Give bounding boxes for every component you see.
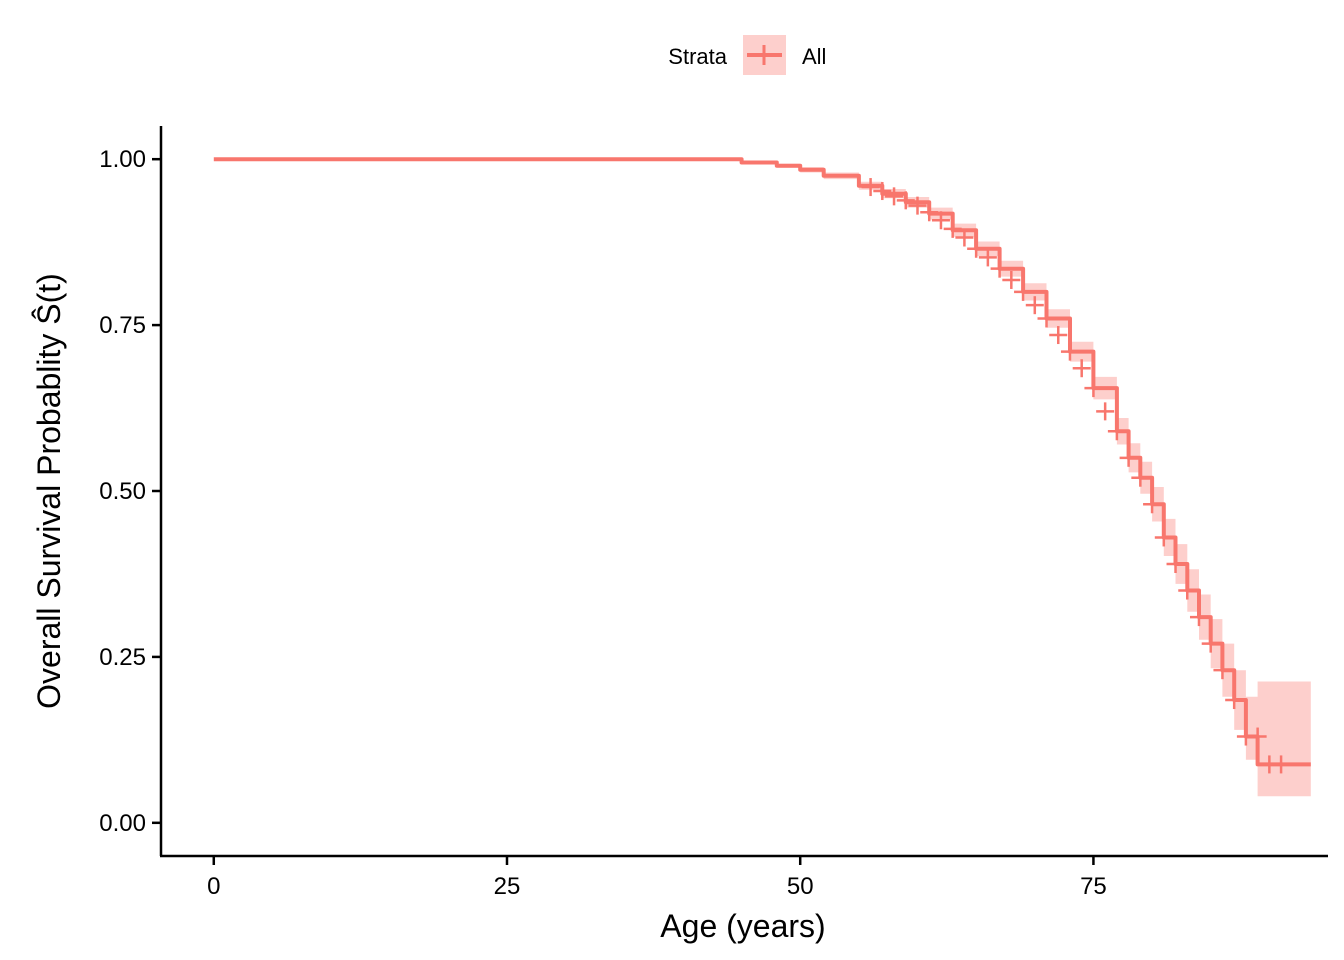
y-tick-label: 0.00 (99, 810, 146, 837)
censor-mark (1072, 359, 1091, 378)
censor-mark (1107, 422, 1126, 441)
censor-mark (1225, 691, 1244, 710)
x-axis-ticks: 0 25 50 75 (207, 856, 1107, 900)
x-tick-label: 50 (787, 873, 814, 900)
censor-mark (885, 187, 904, 206)
censor-mark (1189, 608, 1208, 627)
y-tick-label: 1.00 (99, 146, 146, 173)
censor-mark (990, 259, 1009, 278)
censor-mark (931, 211, 950, 230)
censor-mark (861, 178, 880, 197)
y-axis-ticks: 0.00 0.25 0.50 0.75 1.00 (99, 146, 161, 837)
censor-mark (1154, 528, 1173, 547)
legend: Strata All (668, 35, 826, 75)
censor-marks-layer (861, 178, 1291, 774)
x-tick-label: 75 (1080, 873, 1107, 900)
censor-mark (967, 239, 986, 258)
censor-mark (1248, 727, 1267, 746)
censor-mark (1272, 755, 1291, 774)
y-axis-title-text: Overall Survival Probablity (31, 325, 67, 709)
censor-mark (1166, 555, 1185, 573)
y-tick-label: 0.50 (99, 478, 146, 505)
x-tick-label: 0 (207, 873, 220, 900)
censor-mark (955, 228, 974, 247)
censor-mark (978, 248, 997, 267)
censor-mark (1002, 270, 1021, 289)
censor-mark (1060, 342, 1079, 361)
y-axis-title-math: Ŝ(t) (31, 273, 67, 325)
y-tick-label: 0.75 (99, 312, 146, 339)
censor-mark (1201, 634, 1220, 653)
censor-mark (908, 196, 927, 215)
censor-mark (1119, 448, 1138, 467)
censor-mark (1014, 282, 1033, 301)
censor-mark (1049, 326, 1068, 345)
censor-mark (1084, 379, 1103, 398)
censor-mark (1131, 468, 1150, 487)
censor-mark (1096, 402, 1115, 421)
censor-mark (1143, 495, 1162, 514)
censor-mark (1213, 661, 1232, 680)
censor-mark (943, 219, 962, 238)
censor-mark (1178, 581, 1197, 600)
y-axis-title: Overall Survival Probablity Ŝ(t) (31, 273, 67, 709)
censor-mark (920, 203, 939, 222)
x-axis-title: Age (years) (660, 908, 825, 944)
y-tick-label: 0.25 (99, 644, 146, 671)
legend-label-all: All (802, 44, 826, 69)
censor-mark (873, 182, 892, 201)
censor-mark (1025, 296, 1044, 315)
legend-title: Strata (668, 44, 727, 69)
x-tick-label: 25 (494, 873, 521, 900)
censor-mark (896, 191, 915, 210)
censor-mark (1037, 309, 1056, 328)
